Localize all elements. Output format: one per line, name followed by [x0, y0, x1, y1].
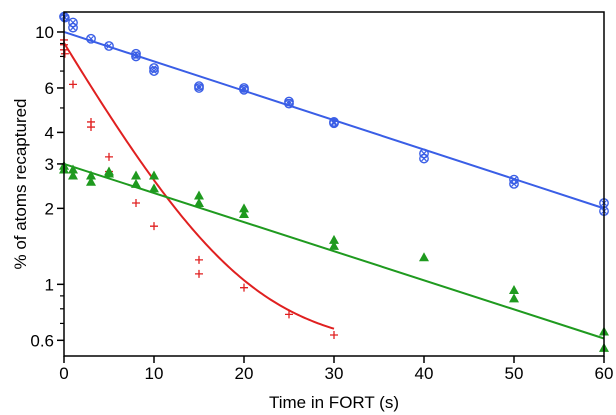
data-point: [131, 178, 141, 188]
x-axis-title: Time in FORT (s): [269, 393, 399, 412]
data-point: [131, 51, 141, 62]
plot-frame: [63, 11, 605, 357]
data-point: [419, 252, 429, 262]
y-tick-label: 10: [35, 23, 54, 42]
data-point: [86, 170, 96, 180]
data-point: [150, 222, 158, 231]
data-point: [239, 208, 249, 218]
data-point: [104, 41, 114, 51]
data-point: [194, 198, 204, 208]
data-point: [60, 49, 69, 58]
data-point: [419, 153, 429, 164]
axis-ticks: [57, 31, 605, 363]
data-point: [194, 190, 204, 200]
data-point: [149, 183, 159, 193]
data-point: [239, 84, 249, 95]
y-tick-label: 0.6: [30, 331, 54, 350]
data-point: [68, 164, 78, 174]
data-point: [329, 240, 339, 250]
data-point: [329, 118, 339, 129]
data-point: [509, 179, 519, 189]
x-tick-label: 10: [145, 364, 164, 383]
data-point: [509, 293, 519, 303]
x-tick-label: 60: [595, 364, 614, 383]
tick-labels: 0 10 20 30 40 50 60 0.6 1 2 3 4 6 10: [30, 23, 613, 383]
fit-curve-1: [63, 42, 335, 330]
fit-line-0: [63, 31, 605, 210]
data-point: [132, 199, 140, 208]
fit-line-2: [63, 162, 605, 340]
y-axis-title: % of atoms recaptured: [11, 98, 30, 269]
data-point: [239, 203, 249, 213]
y-tick-label: 1: [45, 275, 54, 294]
data-points: [59, 11, 609, 352]
data-point: [329, 234, 339, 244]
y-tick-label: 2: [45, 199, 54, 218]
x-tick-label: 0: [59, 364, 68, 383]
data-point: [330, 330, 338, 339]
data-point: [105, 152, 113, 161]
y-tick-label: 3: [45, 155, 54, 174]
data-point: [86, 176, 96, 186]
data-point: [195, 255, 203, 264]
y-tick-label: 4: [45, 123, 54, 142]
data-point: [149, 170, 159, 180]
data-point: [284, 98, 294, 109]
x-tick-label: 20: [235, 364, 254, 383]
data-point: [68, 170, 78, 180]
data-point: [285, 310, 293, 319]
data-point: [509, 284, 519, 294]
fit-lines: [63, 31, 605, 340]
x-tick-label: 40: [415, 364, 434, 383]
data-point: [104, 168, 114, 178]
data-point: [87, 123, 95, 132]
data-point: [69, 80, 77, 89]
data-point: [86, 33, 96, 44]
data-point: [131, 170, 141, 180]
x-tick-label: 30: [325, 364, 344, 383]
data-point: [195, 269, 203, 278]
x-tick-label: 50: [505, 364, 524, 383]
data-point: [194, 83, 204, 93]
data-point: [68, 22, 78, 33]
y-tick-label: 6: [45, 79, 54, 98]
data-point: [240, 283, 248, 292]
data-point: [149, 66, 159, 76]
